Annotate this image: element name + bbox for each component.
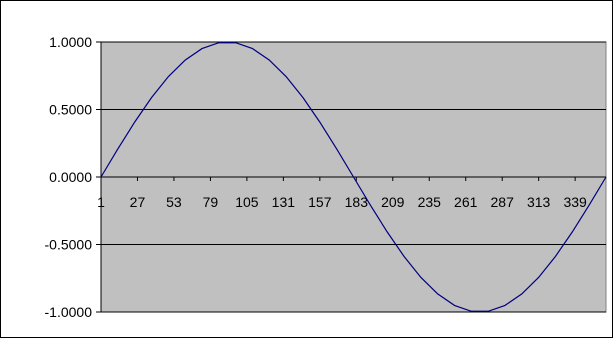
data-point bbox=[234, 41, 237, 44]
x-tick-label: 27 bbox=[130, 194, 146, 210]
y-tick-label: -0.5000 bbox=[45, 237, 93, 253]
data-point bbox=[453, 304, 456, 307]
y-tick-label: 1.0000 bbox=[49, 34, 92, 50]
data-point bbox=[588, 204, 591, 207]
data-point bbox=[302, 96, 305, 99]
data-point bbox=[100, 176, 103, 179]
x-tick-label: 287 bbox=[491, 194, 515, 210]
data-point bbox=[403, 255, 406, 258]
data-point bbox=[605, 176, 608, 179]
sine-series-line bbox=[100, 42, 607, 312]
data-point bbox=[487, 310, 490, 313]
data-point bbox=[470, 310, 473, 313]
data-point bbox=[537, 276, 540, 279]
x-tick-label: 313 bbox=[527, 194, 551, 210]
data-point bbox=[133, 121, 136, 124]
x-tick-label: 157 bbox=[308, 194, 332, 210]
x-tick-label: 105 bbox=[235, 194, 259, 210]
data-point bbox=[369, 204, 372, 207]
data-point bbox=[116, 147, 119, 150]
y-tick-label: 0.5000 bbox=[49, 102, 92, 118]
x-tick-label: 53 bbox=[166, 194, 182, 210]
x-tick-label: 183 bbox=[345, 194, 369, 210]
x-tick-label: 339 bbox=[563, 194, 587, 210]
data-point bbox=[386, 230, 389, 233]
data-point bbox=[217, 41, 220, 44]
data-point bbox=[251, 47, 254, 50]
x-tick-label: 1 bbox=[97, 194, 105, 210]
x-axis-ticks: 1 27 53 79 105 131 157 183 209 235 261 287 313 339 bbox=[97, 177, 587, 210]
data-point bbox=[520, 292, 523, 295]
y-axis-ticks: 1.0000 0.5000 0.0000 -0.5000 -1.0000 bbox=[45, 34, 101, 320]
x-tick-label: 235 bbox=[418, 194, 442, 210]
data-point bbox=[335, 147, 338, 150]
data-point bbox=[554, 255, 557, 258]
x-tick-label: 209 bbox=[381, 194, 405, 210]
data-point bbox=[268, 59, 271, 62]
x-tick-label: 261 bbox=[454, 194, 478, 210]
data-point bbox=[201, 47, 204, 50]
x-tick-label: 79 bbox=[203, 194, 219, 210]
data-point bbox=[352, 176, 355, 179]
data-point bbox=[285, 75, 288, 78]
data-point bbox=[504, 304, 507, 307]
data-point bbox=[436, 292, 439, 295]
data-point bbox=[571, 230, 574, 233]
y-tick-label: 0.0000 bbox=[49, 169, 92, 185]
x-tick-label: 131 bbox=[272, 194, 296, 210]
data-point bbox=[419, 276, 422, 279]
y-tick-label: -1.0000 bbox=[45, 304, 93, 320]
data-point bbox=[167, 75, 170, 78]
data-point bbox=[318, 121, 321, 124]
data-point bbox=[184, 59, 187, 62]
data-point bbox=[150, 96, 153, 99]
